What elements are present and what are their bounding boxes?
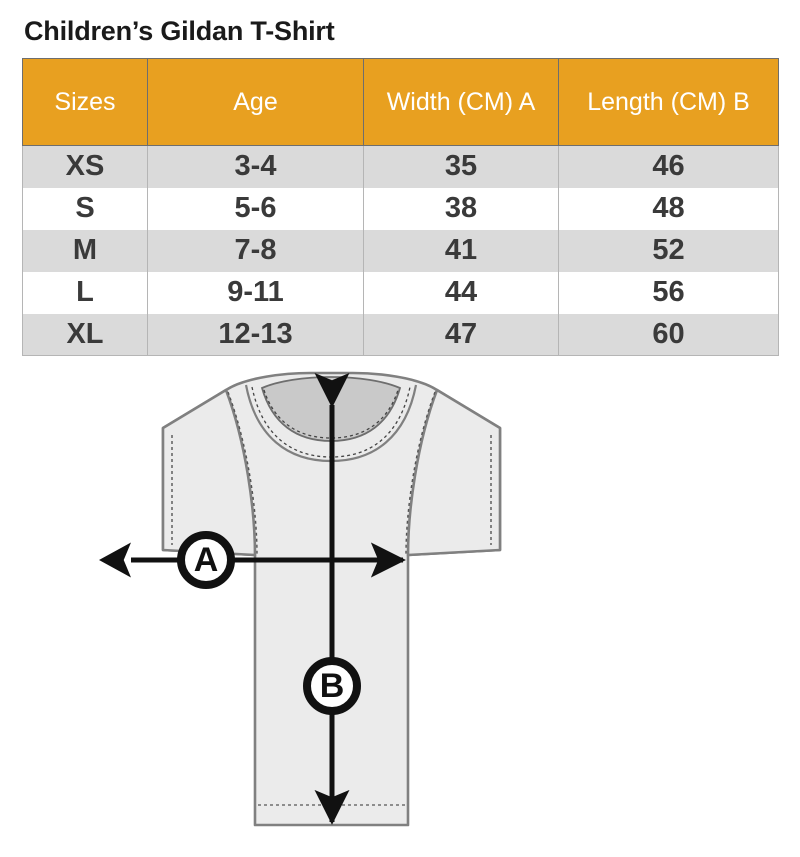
cell-width: 38 — [363, 187, 559, 230]
tshirt-measurement-diagram: A B — [98, 371, 502, 827]
table-row: M 7-8 41 52 — [22, 229, 779, 272]
cell-width: 44 — [363, 271, 559, 314]
right-sleeve-icon — [405, 388, 502, 557]
cell-size: XL — [22, 313, 148, 356]
cell-width: 41 — [363, 229, 559, 272]
table-row: XL 12-13 47 60 — [22, 313, 779, 356]
measurement-badge-b-label: B — [320, 667, 345, 705]
page-title: Children’s Gildan T-Shirt — [24, 16, 335, 46]
cell-length: 52 — [558, 229, 779, 272]
cell-size: XS — [22, 145, 148, 188]
size-chart-table: Sizes Age Width (CM) A Length (CM) B XS … — [22, 58, 779, 356]
measurement-badge-a: A — [177, 531, 235, 589]
cell-length: 60 — [558, 313, 779, 356]
cell-size: M — [22, 229, 148, 272]
cell-age: 7-8 — [147, 229, 364, 272]
cell-size: L — [22, 271, 148, 314]
cell-length: 48 — [558, 187, 779, 230]
column-header-width: Width (CM) A — [363, 58, 559, 146]
cell-age: 12-13 — [147, 313, 364, 356]
table-row: L 9-11 44 56 — [22, 271, 779, 314]
cell-age: 9-11 — [147, 271, 364, 314]
left-sleeve-icon — [161, 388, 258, 557]
measurement-badge-a-label: A — [194, 541, 219, 579]
table-header-row: Sizes Age Width (CM) A Length (CM) B — [22, 58, 779, 146]
cell-width: 35 — [363, 145, 559, 188]
cell-length: 46 — [558, 145, 779, 188]
cell-length: 56 — [558, 271, 779, 314]
column-header-sizes: Sizes — [22, 58, 148, 146]
table-row: XS 3-4 35 46 — [22, 145, 779, 188]
table-body: XS 3-4 35 46 S 5-6 38 48 M 7-8 41 52 L 9… — [22, 145, 779, 356]
size-chart-table-container: Sizes Age Width (CM) A Length (CM) B XS … — [22, 58, 779, 356]
cell-width: 47 — [363, 313, 559, 356]
table-header: Sizes Age Width (CM) A Length (CM) B — [22, 58, 779, 146]
cell-size: S — [22, 187, 148, 230]
table-row: S 5-6 38 48 — [22, 187, 779, 230]
column-header-age: Age — [147, 58, 364, 146]
measurement-badge-b: B — [303, 657, 361, 715]
cell-age: 5-6 — [147, 187, 364, 230]
column-header-length: Length (CM) B — [558, 58, 779, 146]
cell-age: 3-4 — [147, 145, 364, 188]
